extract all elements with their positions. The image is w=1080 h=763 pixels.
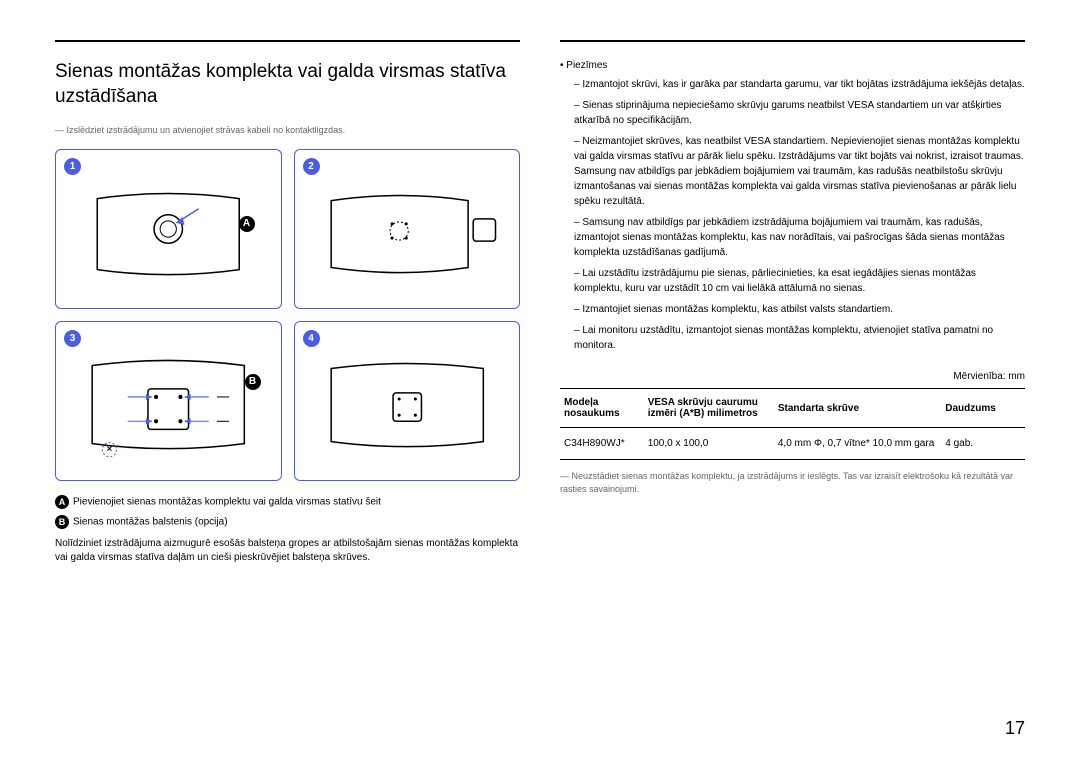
diagram-3: 3 B	[55, 321, 282, 481]
diagram-4: 4	[294, 321, 521, 481]
label-b-badge: B	[245, 374, 261, 390]
step-number-2: 2	[303, 158, 320, 175]
note-1: Izmantojot skrūvi, kas ir garāka par sta…	[574, 77, 1025, 92]
right-column: Piezīmes Izmantojot skrūvi, kas ir garāk…	[560, 40, 1025, 733]
col-model: Modeļa nosaukums	[560, 389, 644, 428]
note-5: Lai uzstādītu izstrādājumu pie sienas, p…	[574, 266, 1025, 296]
notes-heading: Piezīmes	[560, 60, 1025, 71]
annotation-b: BSienas montāžas balstenis (opcija)	[55, 515, 520, 529]
spec-table: Modeļa nosaukums VESA skrūvju caurumu iz…	[560, 388, 1025, 460]
note-4: Samsung nav atbildīgs par jebkādiem izst…	[574, 215, 1025, 260]
top-rule-right	[560, 40, 1025, 42]
unit-label: Mērvienība: mm	[560, 371, 1025, 382]
diagram-2: 2	[294, 149, 521, 309]
left-column: Sienas montāžas komplekta vai galda virs…	[55, 40, 520, 733]
table-row: C34H890WJ* 100,0 x 100,0 4,0 mm Φ, 0,7 v…	[560, 428, 1025, 460]
diagram-grid: 1 A 2	[55, 149, 520, 481]
note-2: Sienas stiprinājuma nepieciešamo skrūvju…	[574, 98, 1025, 128]
warning-note: Izslēdziet izstrādājumu un atvienojiet s…	[55, 125, 520, 135]
col-vesa: VESA skrūvju caurumu izmēri (A*B) milime…	[644, 389, 774, 428]
step-number-4: 4	[303, 330, 320, 347]
top-rule	[55, 40, 520, 42]
note-7: Lai monitoru uzstādītu, izmantojot siena…	[574, 323, 1025, 353]
note-3: Neizmantojiet skrūves, kas neatbilst VES…	[574, 134, 1025, 209]
note-6: Izmantojiet sienas montāžas komplektu, k…	[574, 302, 1025, 317]
annotation-a: APievienojiet sienas montāžas komplektu …	[55, 495, 520, 509]
section-title: Sienas montāžas komplekta vai galda virs…	[55, 60, 520, 109]
footer-warning: Neuzstādiet sienas montāžas komplektu, j…	[560, 470, 1025, 495]
page-number: 17	[1005, 718, 1025, 739]
diagram-1: 1 A	[55, 149, 282, 309]
b-icon: B	[55, 515, 69, 529]
a-icon: A	[55, 495, 69, 509]
label-a-badge: A	[239, 216, 255, 232]
body-paragraph: Nolīdziniet izstrādājuma aizmugurē esošā…	[55, 537, 520, 565]
col-screw: Standarta skrūve	[774, 389, 941, 428]
col-qty: Daudzums	[941, 389, 1025, 428]
